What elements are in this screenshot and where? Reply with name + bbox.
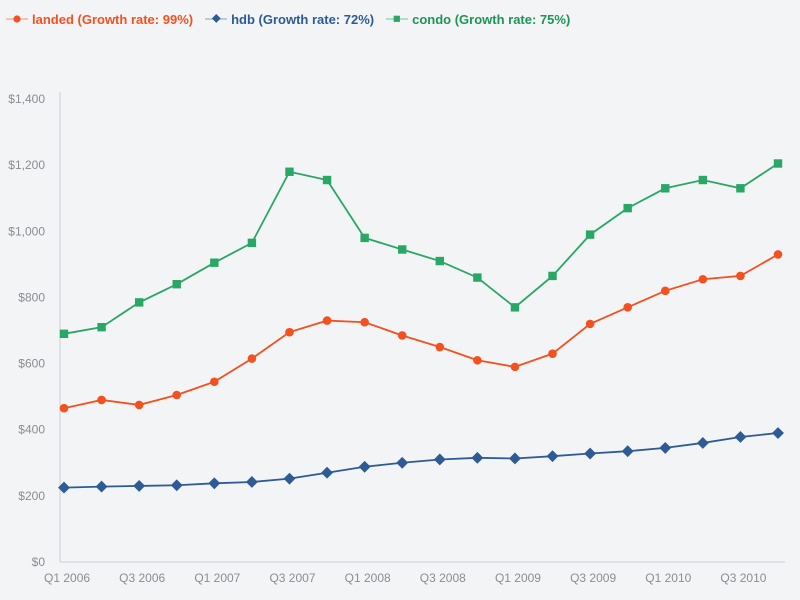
svg-text:Q1 2007: Q1 2007 xyxy=(194,571,240,585)
svg-text:Q3 2007: Q3 2007 xyxy=(269,571,315,585)
svg-text:Q1 2009: Q1 2009 xyxy=(495,571,541,585)
svg-text:$200: $200 xyxy=(18,489,45,503)
svg-text:$0: $0 xyxy=(32,555,46,569)
svg-text:Q1 2010: Q1 2010 xyxy=(645,571,691,585)
svg-text:$400: $400 xyxy=(18,423,45,437)
svg-text:Q3 2008: Q3 2008 xyxy=(420,571,466,585)
svg-text:Q1 2006: Q1 2006 xyxy=(44,571,90,585)
svg-text:$800: $800 xyxy=(18,290,45,304)
svg-text:$1,200: $1,200 xyxy=(8,158,45,172)
svg-text:Q3 2006: Q3 2006 xyxy=(119,571,165,585)
svg-text:$600: $600 xyxy=(18,357,45,371)
svg-text:Q3 2009: Q3 2009 xyxy=(570,571,616,585)
svg-text:$1,400: $1,400 xyxy=(8,92,45,106)
svg-text:Q3 2010: Q3 2010 xyxy=(720,571,766,585)
svg-text:$1,000: $1,000 xyxy=(8,224,45,238)
svg-text:Q1 2008: Q1 2008 xyxy=(345,571,391,585)
